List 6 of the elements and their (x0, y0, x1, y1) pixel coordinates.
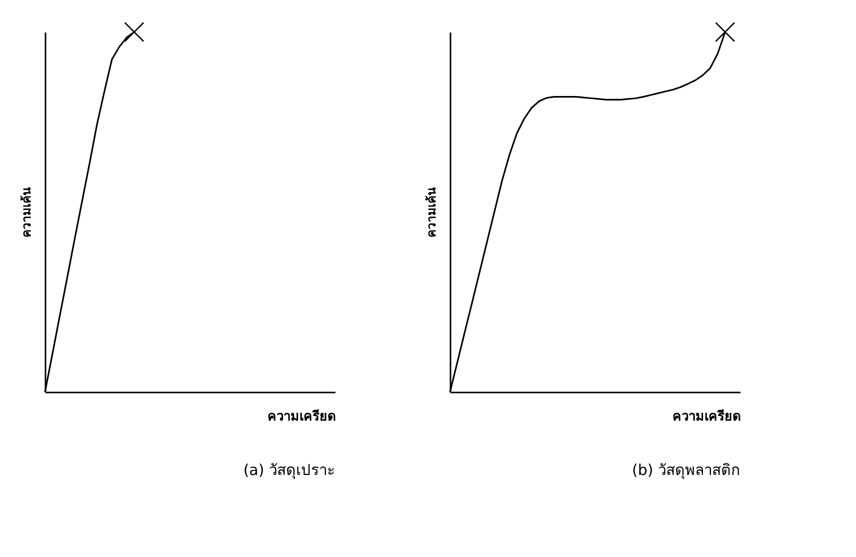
x-axis-title: ความเครียด (672, 408, 740, 424)
x-axis-title: ความเครียด (268, 408, 336, 424)
text: (b) วัสดุพลาสติก (632, 461, 740, 480)
y-axis-title: ความเค้น (424, 186, 438, 238)
text: (a) วัสดุเปราะ (243, 461, 335, 480)
y-axis-title: ความเค้น (20, 186, 34, 238)
